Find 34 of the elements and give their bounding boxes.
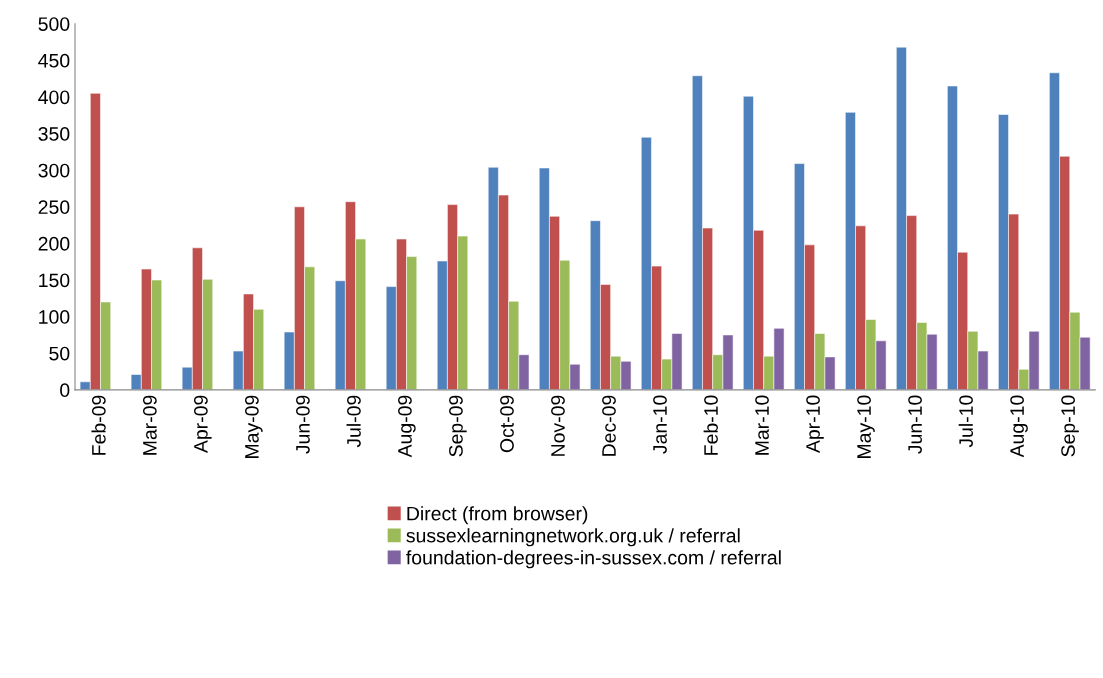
y-tick-label: 200 [38, 236, 70, 251]
x-tick-label: Jun-10 [908, 395, 922, 454]
x-tick-label: Aug-10 [1010, 395, 1028, 458]
x-tick-label: Aug-09 [398, 395, 416, 458]
x-tick-label: Feb-10 [703, 395, 718, 455]
x-tick-label: Mar-09 [142, 395, 157, 455]
y-tick-label: 300 [38, 163, 70, 178]
y-tick-label: 350 [38, 127, 70, 141]
x-tick-label: Apr-10 [806, 395, 824, 454]
y-tick-label: 50 [49, 346, 70, 361]
x-tick-label: Sep-10 [1061, 395, 1079, 457]
x-tick-label: Jul-10 [958, 395, 973, 448]
x-tick-label: Jul-09 [346, 395, 361, 448]
legend-label: Direct (from browser) [407, 506, 588, 525]
x-tick-label: Mar-10 [755, 395, 769, 455]
x-tick-label: May-10 [857, 395, 875, 458]
x-tick-label: Feb-09 [91, 395, 106, 455]
x-tick-label: May-09 [245, 395, 263, 458]
x-tick-label: Dec-09 [602, 395, 616, 456]
x-tick-label: Jan-10 [653, 395, 667, 454]
x-tick-label: Jun-09 [296, 395, 310, 454]
y-tick-label: 100 [39, 310, 70, 324]
x-tick-label: Nov-09 [551, 395, 565, 456]
x-tick-label: Sep-09 [449, 395, 467, 457]
y-tick-label: 0 [60, 383, 70, 398]
x-tick-label: Apr-09 [193, 395, 212, 454]
y-tick-label: 400 [38, 90, 70, 105]
y-tick-label: 150 [39, 273, 70, 288]
y-tick-label: 250 [38, 200, 70, 215]
legend-label: sussexlearningnetwork.org.uk / referral [406, 528, 740, 547]
y-tick-label: 450 [38, 53, 70, 68]
y-tick-label: 500 [38, 17, 70, 31]
x-tick-label: Oct-09 [500, 395, 514, 453]
legend-label: foundation-degrees-in-sussex.com / referral [406, 550, 781, 569]
